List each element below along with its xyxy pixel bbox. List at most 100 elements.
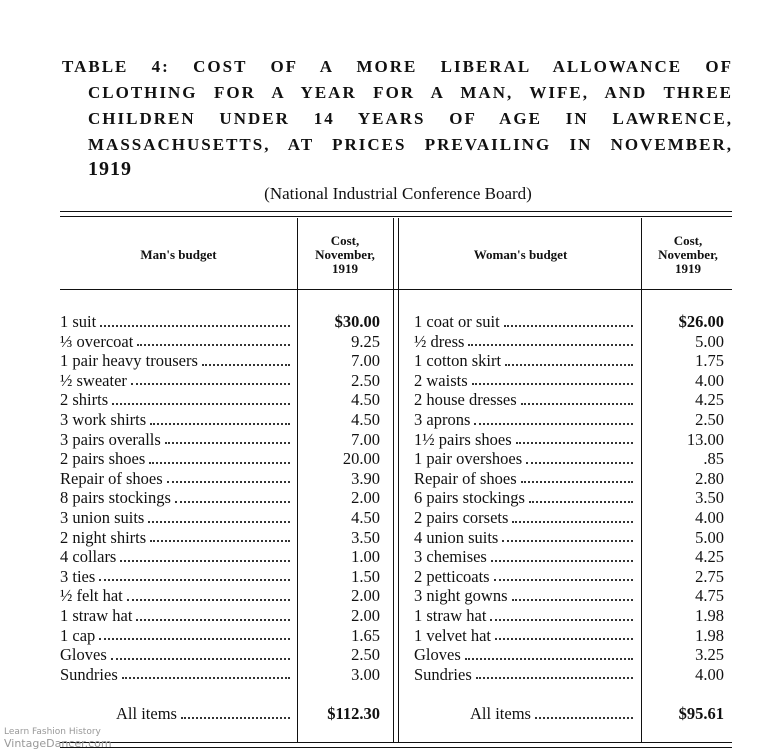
item-cell: 1½ pairs shoes: [414, 430, 637, 450]
cost-cell: 1.00: [351, 547, 380, 567]
cost-cell: 3.90: [351, 468, 380, 488]
item-cell: 1 pair heavy trousers: [60, 351, 294, 371]
table-row: 1 pair heavy trousers 7.00 1 cotton skirt 1…: [0, 351, 768, 371]
leader: [136, 606, 290, 621]
cost-cell: 13.00: [686, 429, 724, 449]
leader: [130, 371, 290, 386]
leader: [474, 410, 633, 425]
item-cell: 1 cotton skirt: [414, 351, 637, 371]
item-cell: ½ felt hat: [60, 586, 294, 606]
item-text: 3 union suits: [60, 508, 145, 527]
cost-cell: $26.00: [678, 312, 724, 331]
table-row: 4 collars 1.00 3 chemises 4.25: [0, 547, 768, 567]
table-row: Sundries 3.00 Sundries 4.00: [0, 665, 768, 685]
item-text: ½ felt hat: [60, 586, 123, 606]
item-text: 2 shirts: [60, 390, 109, 410]
cost-cell: $112.30: [327, 704, 380, 723]
item-cell: 4 union suits: [414, 528, 637, 548]
cost-cell: 5.00: [695, 331, 724, 351]
item-text: 1 pair heavy trousers: [60, 351, 198, 371]
cost-cell: 1.50: [351, 566, 380, 586]
table-row: Gloves 2.50 Gloves 3.25: [0, 645, 768, 665]
table-row: ⅓ overcoat 9.25 ½ dress 5.00: [0, 332, 768, 352]
item-text: ½ dress: [414, 331, 465, 351]
item-cell: 2 petticoats: [414, 567, 637, 587]
cost-cell: 4.00: [695, 508, 724, 527]
cost-cell: $95.61: [678, 704, 724, 723]
item-text: 2 night shirts: [60, 527, 147, 547]
item-text: 1 pair overshoes: [414, 449, 523, 469]
column-header: Cost, November, 1919: [658, 233, 718, 276]
leader: [511, 586, 633, 601]
item-cell: 2 pairs shoes: [60, 449, 294, 469]
leader: [528, 488, 633, 503]
leader: [526, 449, 633, 464]
column-rule: [641, 218, 642, 742]
item-cell: Gloves: [414, 645, 637, 665]
table-row: 1 straw hat 2.00 1 straw hat 1.98: [0, 606, 768, 626]
item-text: 1 cotton skirt: [414, 351, 502, 371]
cost-cell: 4.25: [695, 390, 724, 410]
column-rule: [393, 218, 394, 742]
leader: [112, 390, 290, 405]
item-text: 1½ pairs shoes: [414, 429, 512, 449]
item-cell: 1 pair overshoes: [414, 449, 637, 469]
table-row: 2 night shirts 3.50 4 union suits 5.00: [0, 528, 768, 548]
table-row: 3 pairs overalls 7.00 1½ pairs shoes 13.00: [0, 430, 768, 450]
leader: [99, 567, 290, 582]
item-text: 1 velvet hat: [414, 625, 491, 645]
item-cell: Repair of shoes: [414, 469, 637, 489]
item-cell: 1 straw hat: [60, 606, 294, 626]
leader: [100, 312, 290, 327]
item-text: Repair of shoes: [414, 468, 517, 488]
item-text: 1 cap: [60, 625, 96, 645]
item-cell: 2 waists: [414, 371, 637, 391]
item-text: 3 ties: [60, 566, 96, 586]
leader: [503, 312, 633, 327]
cost-cell: 7.00: [351, 429, 380, 449]
cost-cell: 2.75: [695, 566, 724, 586]
watermark: Learn Fashion History: [4, 727, 101, 737]
item-cell: 1 straw hat: [414, 606, 637, 626]
leader: [534, 704, 633, 719]
item-text: 2 petticoats: [414, 566, 490, 586]
item-text: Sundries: [60, 664, 118, 684]
item-cell: ½ dress: [414, 332, 637, 352]
item-cell: 1 velvet hat: [414, 626, 637, 646]
item-text: 2 pairs shoes: [60, 449, 146, 469]
cost-cell: 1.75: [695, 351, 724, 371]
item-text: All items: [470, 704, 531, 723]
item-text: Sundries: [414, 664, 472, 684]
cost-cell: 5.00: [695, 527, 724, 547]
cost-cell: 3.50: [695, 488, 724, 508]
leader: [150, 410, 290, 425]
item-text: 4 collars: [60, 547, 117, 567]
item-text: 2 house dresses: [414, 390, 517, 410]
cost-cell: 20.00: [342, 449, 380, 469]
title-line: TABLE 4: COST OF A MORE LIBERAL ALLOWANC…: [62, 57, 733, 76]
leader: [166, 469, 290, 484]
item-cell: 1 cap: [60, 626, 294, 646]
leader: [148, 508, 290, 523]
column-header: Woman's budget: [473, 247, 568, 262]
table-row: 2 pairs shoes 20.00 1 pair overshoes .85: [0, 449, 768, 469]
cost-cell: 2.50: [695, 410, 724, 429]
item-text: ½ sweater: [60, 370, 127, 390]
item-text: 2 waists: [414, 370, 468, 390]
item-cell: 1 suit: [60, 312, 294, 332]
rule: [60, 747, 732, 748]
title-line: 1919: [88, 158, 132, 180]
item-text: 2 pairs corsets: [414, 508, 509, 527]
cost-cell: 4.00: [695, 370, 724, 390]
table-row: 2 shirts 4.50 2 house dresses 4.25: [0, 390, 768, 410]
leader: [99, 626, 290, 641]
item-cell: All items: [60, 704, 294, 724]
cost-cell: 2.00: [351, 488, 380, 508]
cost-cell: 4.00: [695, 664, 724, 684]
item-text: 1 straw hat: [414, 606, 487, 625]
leader: [110, 645, 290, 660]
cost-cell: 3.25: [695, 645, 724, 665]
cost-cell: 4.50: [351, 508, 380, 527]
rule: [60, 211, 732, 212]
item-cell: Sundries: [414, 665, 637, 685]
